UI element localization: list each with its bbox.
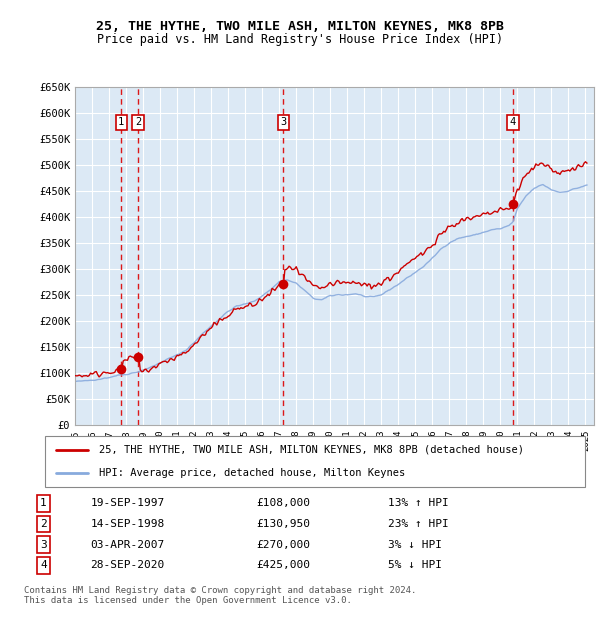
Text: 2: 2 — [135, 117, 141, 127]
FancyBboxPatch shape — [45, 436, 585, 487]
Text: 3: 3 — [40, 539, 47, 550]
Text: Contains HM Land Registry data © Crown copyright and database right 2024.
This d: Contains HM Land Registry data © Crown c… — [24, 586, 416, 605]
Text: 14-SEP-1998: 14-SEP-1998 — [90, 519, 164, 529]
Text: HPI: Average price, detached house, Milton Keynes: HPI: Average price, detached house, Milt… — [99, 468, 405, 478]
Text: 1: 1 — [118, 117, 124, 127]
Text: £130,950: £130,950 — [256, 519, 310, 529]
Text: 25, THE HYTHE, TWO MILE ASH, MILTON KEYNES, MK8 8PB (detached house): 25, THE HYTHE, TWO MILE ASH, MILTON KEYN… — [99, 445, 524, 454]
Text: £270,000: £270,000 — [256, 539, 310, 550]
Text: Price paid vs. HM Land Registry's House Price Index (HPI): Price paid vs. HM Land Registry's House … — [97, 33, 503, 45]
Text: 3% ↓ HPI: 3% ↓ HPI — [388, 539, 442, 550]
Text: 5% ↓ HPI: 5% ↓ HPI — [388, 560, 442, 570]
Text: 3: 3 — [280, 117, 287, 127]
Text: £108,000: £108,000 — [256, 498, 310, 508]
Text: 03-APR-2007: 03-APR-2007 — [90, 539, 164, 550]
Text: 25, THE HYTHE, TWO MILE ASH, MILTON KEYNES, MK8 8PB: 25, THE HYTHE, TWO MILE ASH, MILTON KEYN… — [96, 20, 504, 32]
Text: 19-SEP-1997: 19-SEP-1997 — [90, 498, 164, 508]
Text: 23% ↑ HPI: 23% ↑ HPI — [388, 519, 449, 529]
Text: 4: 4 — [40, 560, 47, 570]
Text: 28-SEP-2020: 28-SEP-2020 — [90, 560, 164, 570]
Text: 1: 1 — [40, 498, 47, 508]
Text: 2: 2 — [40, 519, 47, 529]
Text: £425,000: £425,000 — [256, 560, 310, 570]
Text: 13% ↑ HPI: 13% ↑ HPI — [388, 498, 449, 508]
Text: 4: 4 — [510, 117, 516, 127]
